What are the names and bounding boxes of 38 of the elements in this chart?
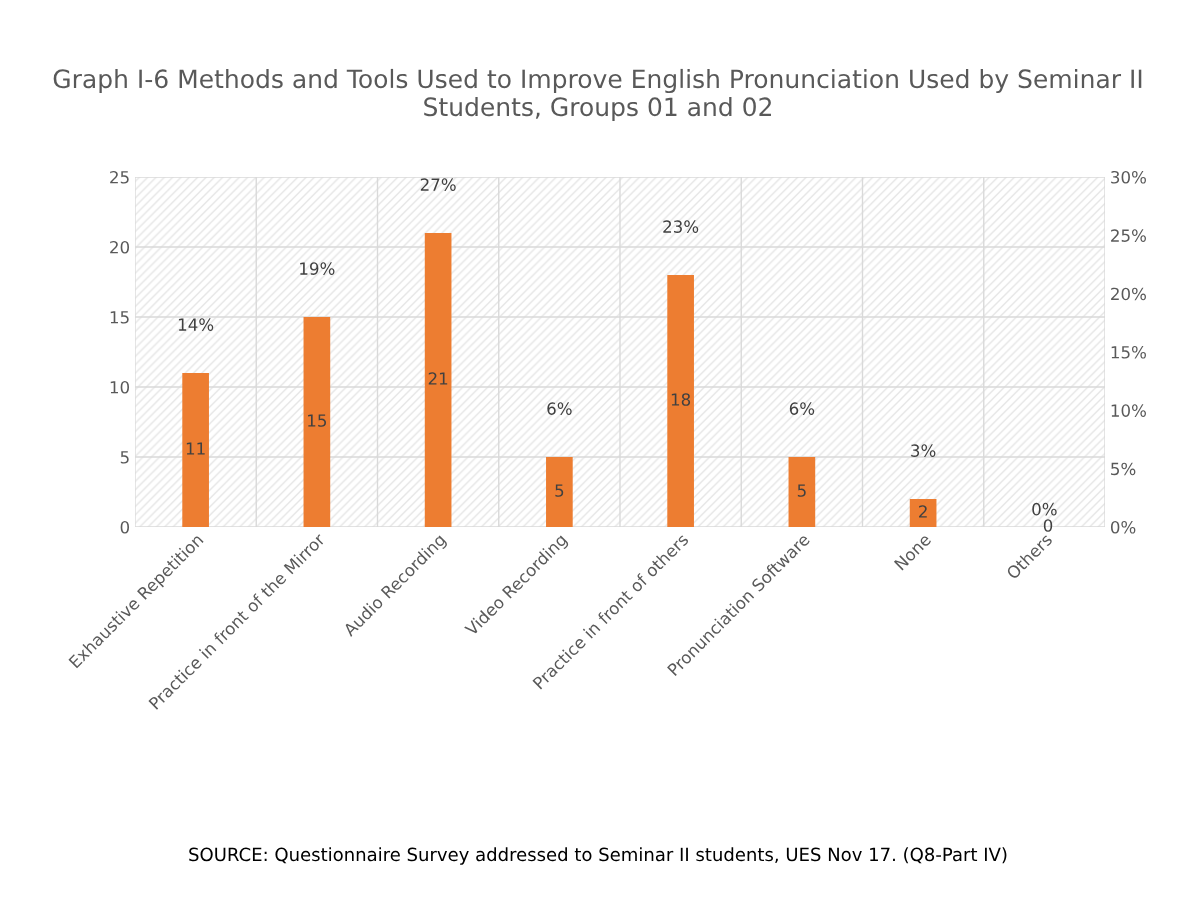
- bar: [303, 317, 331, 527]
- annotation: 19%: [300, 262, 335, 275]
- data-label: 5: [797, 484, 806, 497]
- source-note: SOURCE: Questionnaire Survey addressed to Seminar II students, UES Nov 17. (Q8-Part IV): [189, 847, 1007, 865]
- y2-tick-label: 15%: [1111, 345, 1146, 359]
- annotation: 14%: [178, 318, 214, 331]
- annotation: 6%: [789, 402, 815, 415]
- annotation: 27%: [420, 178, 456, 191]
- y-tick-label: 25: [110, 170, 129, 184]
- bar: [424, 233, 452, 527]
- y-tick-label: 5: [120, 451, 129, 464]
- data-label: 2: [919, 505, 927, 518]
- y-tick-label: 15: [110, 311, 129, 324]
- y2-tick-label: 25%: [1111, 229, 1146, 242]
- chart-title: Graph I-6 Methods and Tools Used to Improve English Pronunciation Used by Seminar II Students, Groups 01 and 02: [53, 68, 1142, 122]
- bar: [182, 373, 209, 527]
- bar: [667, 275, 694, 527]
- data-label: 18: [671, 393, 691, 406]
- annotation: 23%: [663, 220, 699, 233]
- y2-tick-label: 10%: [1111, 404, 1146, 417]
- bar: [909, 499, 937, 527]
- data-label: 15: [308, 414, 327, 427]
- bar: [788, 457, 816, 527]
- y-tick-label: 20: [110, 240, 130, 254]
- bar: [546, 457, 573, 527]
- annotation: 0%: [1032, 502, 1057, 516]
- y2-tick-label: 20%: [1111, 287, 1146, 301]
- y2-tick-label: 5%: [1111, 462, 1136, 476]
- data-label: 5: [555, 484, 564, 497]
- annotation: 3%: [911, 444, 936, 457]
- annotation: 6%: [547, 402, 572, 415]
- y2-tick-label: 0%: [1110, 520, 1136, 534]
- y-tick-label: 10: [110, 380, 130, 394]
- y-tick-label: 0: [120, 520, 130, 534]
- data-label: 0: [1043, 519, 1053, 532]
- data-label: 21: [428, 372, 448, 385]
- data-label: 11: [186, 442, 205, 455]
- y2-tick-label: 30%: [1111, 170, 1146, 184]
